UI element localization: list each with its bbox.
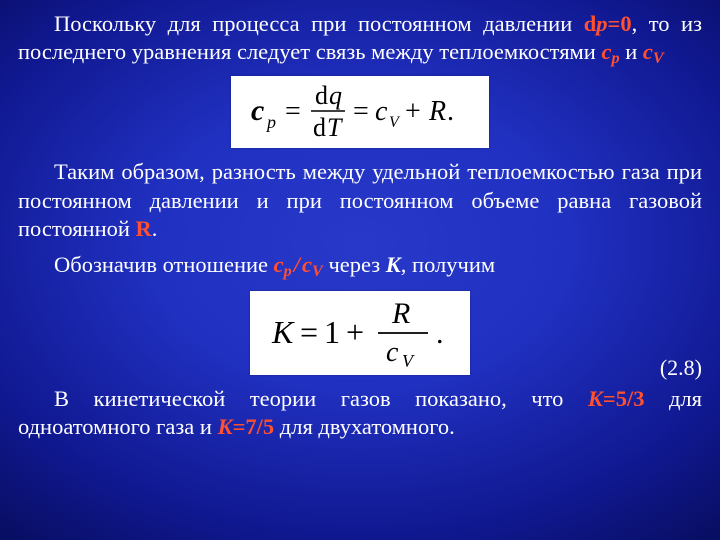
cp-c: c — [601, 39, 611, 64]
p3-text-a: Обозначив отношение — [54, 252, 274, 277]
ratio-c1: c — [274, 252, 284, 277]
ratio-p: p — [284, 262, 292, 280]
dp-zero: dp=0 — [584, 11, 632, 36]
svg-text:R: R — [428, 96, 446, 127]
cp-sub: p — [611, 49, 619, 67]
paragraph-4: В кинетической теории газов показано, чт… — [18, 385, 702, 441]
svg-text:c: c — [386, 337, 399, 368]
formula-2-row: K = 1 + R c V . (2.8) — [18, 289, 702, 375]
K53: K=5/3 — [588, 386, 645, 411]
p2-text: Таким образом, разность между удельной т… — [18, 159, 702, 240]
svg-text:.: . — [436, 317, 444, 350]
formula-2-svg: K = 1 + R c V . — [260, 295, 460, 371]
ratio-v: V — [312, 262, 323, 280]
svg-text:K: K — [271, 314, 295, 350]
cp-symbol: cp — [601, 39, 619, 64]
K75-k: K — [218, 414, 233, 439]
dp-d: d — [584, 11, 597, 36]
dp-eq: =0 — [608, 11, 632, 36]
paragraph-2: Таким образом, разность между удельной т… — [18, 158, 702, 242]
K53-e: =5/3 — [603, 386, 645, 411]
p2-dot: . — [152, 216, 158, 241]
svg-text:d: d — [315, 81, 328, 110]
cv-c: c — [643, 39, 653, 64]
svg-text:+: + — [346, 314, 364, 350]
svg-text:c: c — [375, 96, 388, 127]
p1-text-a: Поскольку для процесса при постоянном да… — [54, 11, 584, 36]
formula-2-box: K = 1 + R c V . — [250, 291, 470, 375]
K53-k: K — [588, 386, 603, 411]
paragraph-1: Поскольку для процесса при постоянном да… — [18, 10, 702, 68]
p4-text-c: для двухатомного. — [280, 414, 455, 439]
p4-text-a: В кинетической теории газов показано, чт… — [54, 386, 588, 411]
cv-symbol: cV — [643, 39, 664, 64]
svg-text:T: T — [327, 113, 343, 142]
ratio-slash: / — [294, 252, 300, 277]
ratio-c2: c — [302, 252, 312, 277]
K75: K=7/5 — [218, 414, 280, 439]
formula-1-box: c p = d q d T = c V + R . — [231, 76, 489, 148]
svg-text:d: d — [313, 113, 326, 142]
svg-text:c: c — [251, 94, 264, 127]
equation-number: (2.8) — [660, 354, 702, 382]
p3-text-b: через — [323, 252, 386, 277]
svg-text:=: = — [300, 314, 318, 350]
svg-text:.: . — [447, 96, 454, 127]
formula-1-svg: c p = d q d T = c V + R . — [241, 80, 479, 144]
svg-text:V: V — [402, 351, 415, 371]
svg-text:V: V — [389, 114, 401, 131]
K75-e: =7/5 — [233, 414, 280, 439]
and-text: и — [620, 39, 643, 64]
paragraph-3: Обозначив отношение cp/cV через K, получ… — [18, 251, 702, 281]
svg-text:=: = — [285, 96, 301, 127]
svg-text:q: q — [329, 81, 342, 110]
dp-p: p — [596, 11, 607, 36]
svg-text:R: R — [391, 297, 410, 330]
svg-text:+: + — [405, 96, 421, 127]
ratio-symbol: cp/cV — [274, 252, 323, 277]
svg-text:1: 1 — [324, 314, 340, 350]
svg-text:p: p — [265, 112, 276, 132]
R-symbol: R — [136, 216, 152, 241]
cv-sub: V — [653, 49, 664, 67]
slide-content: Поскольку для процесса при постоянном да… — [0, 0, 720, 441]
p3-text-c: , получим — [401, 252, 495, 277]
K-symbol: K — [386, 252, 401, 277]
svg-text:=: = — [353, 96, 369, 127]
